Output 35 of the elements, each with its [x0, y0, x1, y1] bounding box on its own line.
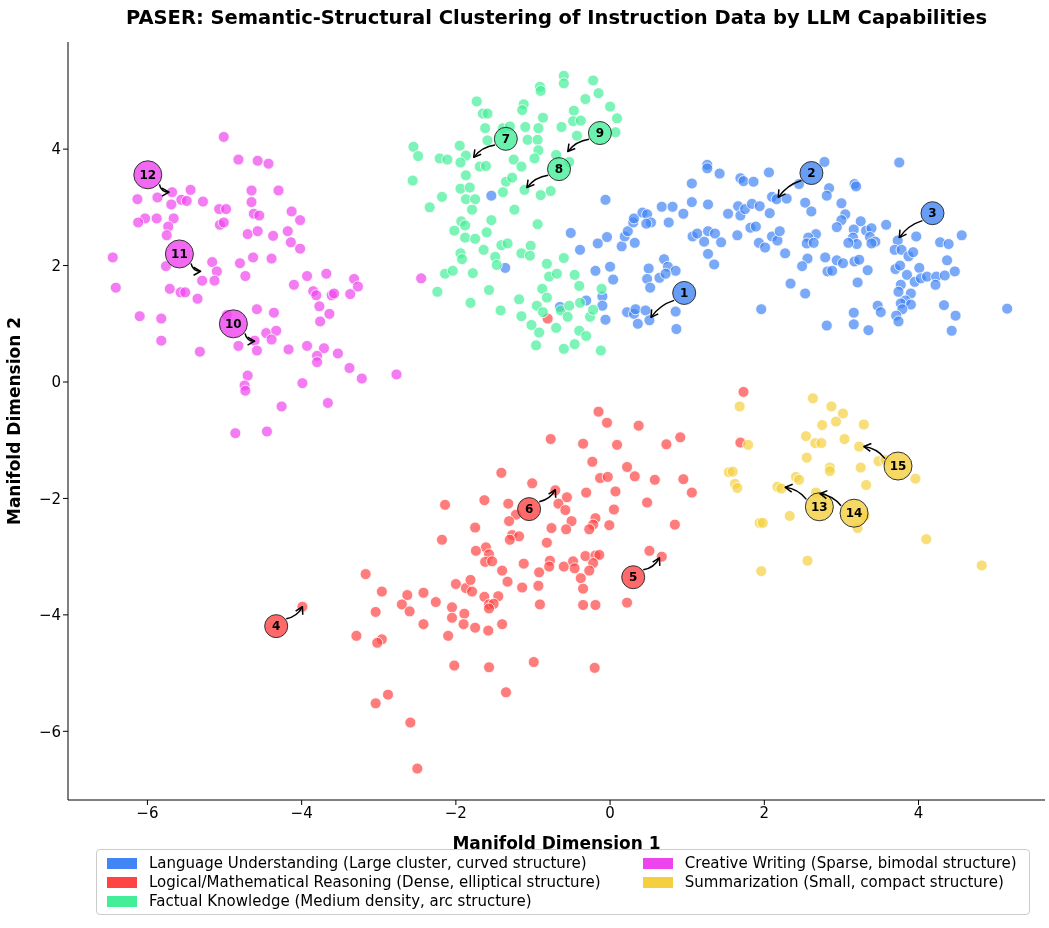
annotation: 15	[889, 459, 907, 474]
annotation: 8	[554, 162, 564, 177]
y-tick-label: −4	[38, 606, 61, 625]
legend-label: Creative Writing (Sparse, bimodal structure)	[684, 854, 1017, 872]
legend-label: Factual Knowledge (Medium density, arc structure)	[149, 892, 532, 910]
annotation: 13	[811, 499, 828, 514]
annotation: 12	[139, 167, 157, 182]
y-tick-label: 0	[51, 373, 61, 392]
y-tick-label: −2	[38, 489, 61, 508]
annotation: 14	[845, 506, 863, 521]
annotation: 11	[171, 246, 188, 261]
y-tick-label: 2	[51, 256, 61, 275]
y-tick-label: −6	[38, 722, 61, 741]
x-tick-label: −2	[444, 803, 467, 822]
legend-label: Logical/Mathematical Reasoning (Dense, elliptical structure)	[149, 873, 601, 891]
y-axis-title: Manifold Dimension 2	[4, 316, 25, 526]
x-tick-label: −6	[136, 803, 159, 822]
x-axis-title: Manifold Dimension 1	[452, 833, 661, 853]
x-tick-label: 4	[913, 803, 924, 822]
annotation: 10	[225, 316, 242, 331]
annotation: 1	[680, 285, 689, 300]
legend-label: Language Understanding (Large cluster, curved structure)	[149, 854, 587, 872]
annotation: 6	[524, 502, 534, 517]
annotation: 2	[807, 166, 816, 181]
x-tick-label: 2	[759, 803, 770, 822]
x-tick-label: 0	[605, 803, 615, 822]
y-tick-label: 4	[51, 140, 61, 159]
legend-label: Summarization (Small, compact structure)	[684, 873, 1004, 891]
annotation: 4	[272, 619, 281, 634]
chart-title: PASER: Semantic-Structural Clustering of Instruction Data by LLM Capabilities	[124, 6, 989, 29]
annotation: 3	[928, 206, 937, 221]
annotation: 5	[629, 570, 638, 585]
annotation: 9	[595, 126, 605, 141]
x-tick-label: −4	[290, 803, 313, 822]
annotation: 7	[501, 131, 511, 146]
